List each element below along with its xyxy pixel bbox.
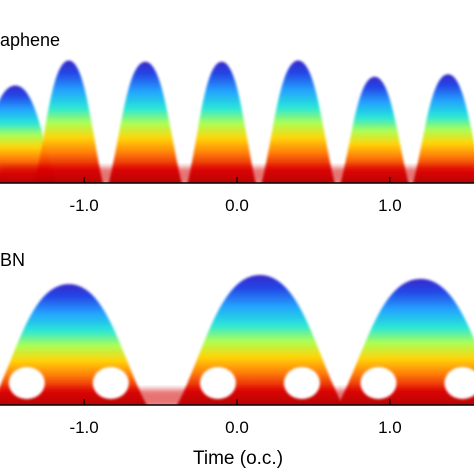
gap-hole (199, 367, 236, 399)
x-tick-label: 0.0 (225, 418, 249, 437)
gap-hole (360, 367, 397, 399)
ticks-bottom: -1.0 0.0 1.0 (69, 399, 402, 437)
gap-hole (283, 367, 320, 399)
low-energy-band (0, 167, 474, 183)
heatmap-bottom (0, 275, 474, 405)
harmonic-peak (340, 76, 409, 183)
heatmap-top (0, 60, 474, 183)
x-tick-label: 0.0 (225, 196, 249, 215)
panel-label-bottom: BN (0, 250, 25, 270)
harmonic-peak (412, 74, 474, 183)
gap-hole (92, 367, 129, 399)
panel-label-top: aphene (0, 30, 60, 50)
harmonic-peak (187, 61, 256, 183)
harmonic-peak (261, 60, 335, 183)
gap-hole (8, 367, 45, 399)
harmonic-peak (34, 60, 103, 183)
x-tick-label: 1.0 (378, 196, 402, 215)
harmonic-peak (108, 61, 182, 183)
panel-top: -1.0 0.0 1.0 aphene (0, 30, 474, 215)
panel-bottom: -1.0 0.0 1.0 BN Time (o.c.) (0, 250, 474, 469)
ticks-top: -1.0 0.0 1.0 (69, 177, 402, 215)
gap-hole (444, 367, 474, 399)
x-tick-label: -1.0 (69, 418, 98, 437)
x-axis-title: Time (o.c.) (193, 448, 283, 469)
x-tick-label: 1.0 (378, 418, 402, 437)
x-tick-label: -1.0 (69, 196, 98, 215)
